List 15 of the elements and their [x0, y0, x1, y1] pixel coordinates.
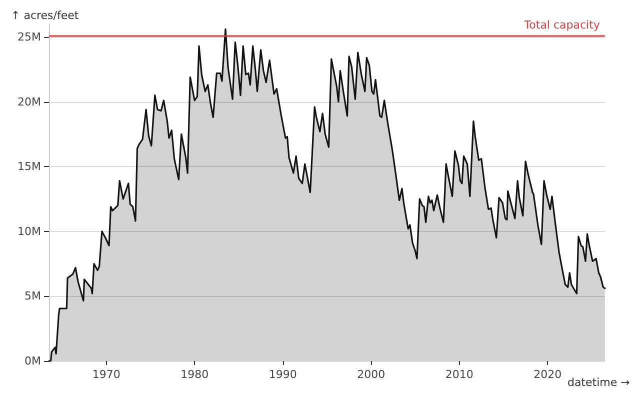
x-tick-label: 1970 [92, 368, 120, 381]
y-tick-label: 10M [18, 224, 41, 238]
y-tick-label: 5M [24, 290, 41, 303]
y-tick-label: 0M [24, 354, 41, 368]
x-axis-title: datetime → [567, 376, 630, 389]
x-tick-label: 2010 [445, 368, 474, 381]
y-tick-label: 20M [18, 95, 41, 108]
x-tick-label: 2000 [357, 368, 386, 381]
ref-line-label: Total capacity [523, 18, 600, 32]
y-axis-title: ↑ acres/feet [11, 9, 80, 22]
y-tick-label: 15M [18, 160, 41, 174]
x-tick-label: 2020 [534, 368, 562, 381]
x-tick-label: 1990 [268, 368, 297, 381]
x-tick-label: 1980 [180, 368, 209, 381]
y-tick-label: 25M [18, 30, 41, 44]
